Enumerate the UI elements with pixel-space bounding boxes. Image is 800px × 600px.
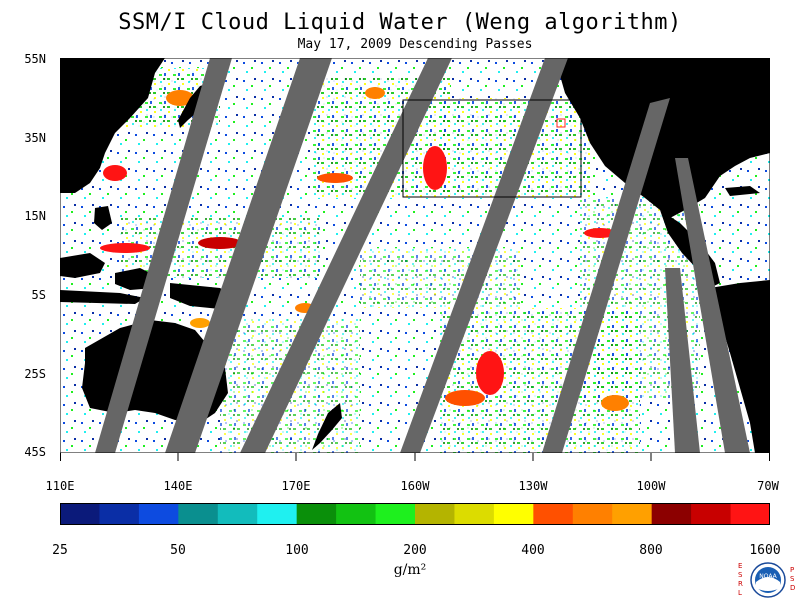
logo-center-text: NOAA (759, 573, 777, 580)
logo-letter: L (738, 589, 742, 597)
logo-letter: S (790, 575, 795, 583)
lat-label-5s: 5S (31, 288, 46, 302)
colorbar-cell (572, 503, 613, 525)
colorbar-cell (651, 503, 692, 525)
noaa-logo-icon: NOAA (750, 562, 786, 598)
colorbar-cell (99, 503, 140, 525)
cloud-water-map (60, 58, 770, 453)
colorbar-cell (296, 503, 337, 525)
logo-letter: S (738, 571, 743, 579)
logo-letter: D (790, 584, 796, 592)
colorbar-cell (138, 503, 179, 525)
colorbar (60, 503, 770, 525)
lon-label-140e: 140E (163, 479, 193, 493)
colorbar-cell (454, 503, 495, 525)
colorbar-cell (257, 503, 298, 525)
noaa-esrl-psd-logo: E S R L NOAA P S D (736, 560, 796, 600)
chart-subtitle: May 17, 2009 Descending Passes (297, 37, 533, 52)
lon-label-100w: 100W (636, 479, 666, 493)
swath-gaps (95, 58, 750, 453)
colorbar-units: g/m² (393, 562, 427, 578)
colorbar-cell (415, 503, 455, 525)
colorbar-cell (691, 503, 732, 525)
colorbar-cell (217, 503, 258, 525)
colorbar-cell (612, 503, 653, 525)
station-marker-box (556, 118, 566, 128)
chart-title: SSM/I Cloud Liquid Water (Weng algorithm… (118, 10, 682, 35)
lon-ticks (60, 453, 770, 461)
colorbar-cell (730, 503, 770, 525)
lon-label-110e: 110E (45, 479, 75, 493)
lat-label-35n: 35N (24, 131, 46, 145)
logo-letter: P (790, 566, 795, 574)
colorbar-label-50: 50 (170, 543, 186, 558)
lon-label-70w: 70W (757, 479, 779, 493)
colorbar-cell (375, 503, 416, 525)
colorbar-cell (178, 503, 219, 525)
colorbar-cell (493, 503, 534, 525)
lat-label-45s: 45S (24, 445, 46, 459)
lon-label-160w: 160W (400, 479, 430, 493)
colorbar-label-100: 100 (285, 543, 309, 558)
colorbar-label-400: 400 (521, 543, 545, 558)
region-outline-box (402, 99, 582, 198)
logo-letter: E (738, 562, 743, 570)
lat-label-55n: 55N (24, 52, 46, 66)
lon-label-130w: 130W (518, 479, 548, 493)
colorbar-cell (60, 503, 100, 525)
colorbar-label-200: 200 (403, 543, 427, 558)
lat-label-15n: 15N (24, 209, 46, 223)
colorbar-cell (533, 503, 574, 525)
logo-letter: R (738, 580, 743, 588)
colorbar-cell (336, 503, 377, 525)
colorbar-label-800: 800 (639, 543, 663, 558)
colorbar-label-1600: 1600 (749, 543, 781, 558)
lat-label-25s: 25S (24, 367, 46, 381)
colorbar-label-25: 25 (52, 543, 68, 558)
lon-label-170e: 170E (281, 479, 311, 493)
heavy-cloud-cells (100, 87, 629, 411)
